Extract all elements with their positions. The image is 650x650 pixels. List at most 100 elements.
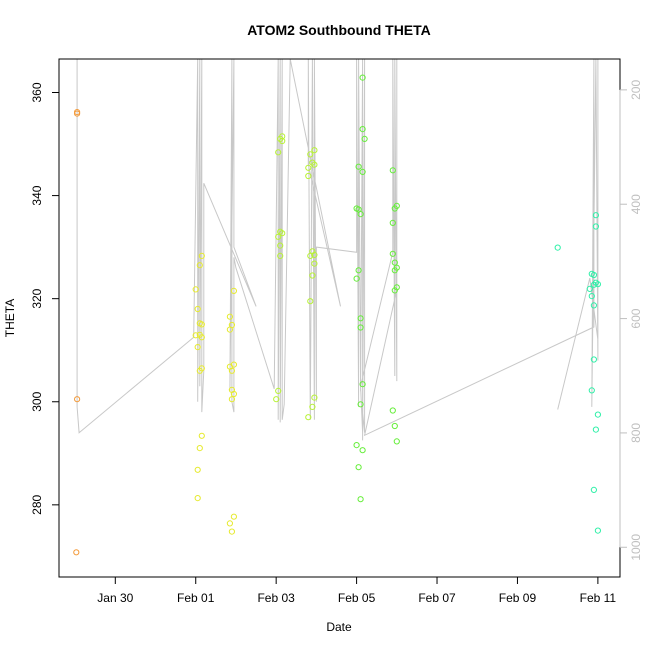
y2-tick-label: 1000	[629, 534, 643, 561]
data-point	[357, 211, 364, 218]
data-point	[391, 259, 398, 266]
x-tick-label: Feb 11	[580, 591, 617, 605]
data-point	[391, 205, 398, 212]
data-point	[73, 549, 80, 556]
data-point	[588, 293, 595, 300]
data-point	[590, 281, 598, 288]
data-point	[192, 332, 199, 339]
data-point	[311, 251, 318, 258]
data-point	[198, 432, 205, 439]
x-tick-label: Feb 09	[499, 591, 537, 605]
data-point	[592, 212, 600, 219]
data-point	[228, 528, 235, 535]
data-point	[359, 126, 366, 133]
data-point	[277, 252, 284, 259]
data-point	[74, 396, 81, 403]
data-point	[198, 321, 205, 328]
x-tick-label: Feb 07	[418, 591, 456, 605]
data-point	[355, 464, 362, 471]
data-point	[279, 230, 286, 237]
data-point	[309, 272, 316, 279]
data-point	[279, 137, 286, 145]
data-point	[273, 396, 280, 403]
data-point	[275, 387, 282, 394]
chart-title: ATOM2 Southbound THETA	[247, 22, 431, 38]
data-point	[391, 267, 398, 274]
y-tick-label: 280	[30, 495, 44, 515]
data-point	[592, 223, 600, 230]
data-point	[305, 414, 312, 421]
y-axis-label: THETA	[3, 299, 17, 337]
data-point	[359, 447, 366, 454]
data-point	[230, 287, 237, 294]
data-point	[389, 167, 396, 174]
data-point	[275, 149, 282, 156]
data-point	[196, 262, 203, 269]
data-point	[359, 74, 366, 81]
x-tick-label: Feb 03	[257, 591, 295, 605]
data-points	[73, 74, 602, 556]
data-point	[311, 147, 318, 154]
y2-tick-label: 800	[629, 423, 643, 443]
data-point	[194, 466, 201, 473]
data-point	[196, 367, 203, 374]
data-point	[228, 396, 235, 403]
data-point	[590, 356, 598, 363]
data-point	[359, 168, 366, 175]
data-point	[307, 298, 314, 305]
data-point	[192, 286, 199, 293]
data-point	[74, 110, 81, 117]
data-point	[592, 426, 600, 433]
data-point	[590, 486, 598, 493]
y2-tick-label: 200	[629, 80, 643, 100]
plot-frame	[58, 58, 621, 578]
data-point	[594, 411, 602, 418]
data-point	[194, 495, 201, 502]
data-point	[389, 250, 396, 257]
data-point	[194, 305, 201, 313]
data-point	[275, 233, 282, 240]
data-point	[353, 275, 360, 282]
data-point	[194, 344, 201, 351]
data-point	[198, 252, 205, 259]
data-point	[196, 445, 203, 452]
data-point	[590, 302, 598, 309]
data-point	[391, 287, 398, 294]
data-point	[393, 438, 400, 445]
data-point	[361, 135, 368, 142]
data-point	[228, 367, 235, 374]
data-point	[311, 394, 318, 401]
data-point	[353, 442, 360, 449]
data-point	[391, 422, 398, 430]
data-point	[226, 313, 233, 320]
data-point	[355, 267, 362, 274]
data-point	[594, 527, 602, 534]
data-point	[357, 324, 364, 331]
data-point	[389, 219, 396, 226]
data-point	[226, 326, 233, 333]
data-point	[307, 252, 314, 259]
data-point	[389, 407, 396, 414]
data-point	[230, 390, 237, 398]
data-point	[588, 387, 595, 394]
data-point	[305, 164, 312, 171]
y2-tick-label: 600	[629, 308, 643, 328]
x-tick-label: Feb 05	[338, 591, 376, 605]
data-point	[594, 281, 602, 288]
y-tick-label: 340	[30, 185, 44, 205]
data-point	[226, 520, 233, 527]
data-point	[586, 285, 593, 292]
data-point	[355, 163, 362, 170]
data-point	[357, 315, 364, 322]
x-axis-label: Date	[326, 620, 352, 634]
data-point	[307, 151, 314, 158]
x-tick-label: Feb 01	[177, 591, 215, 605]
y-tick-label: 300	[30, 391, 44, 411]
data-point	[588, 270, 595, 277]
data-point	[311, 161, 318, 168]
x-axis: Jan 30 Feb 01 Feb 03 Feb 05 Feb 07 Feb 09 Feb …	[97, 576, 617, 605]
track-line	[76, 58, 599, 441]
data-point	[198, 334, 205, 341]
data-point	[230, 513, 237, 520]
y-axis-right: 200 400 600 800 1000	[619, 80, 643, 561]
